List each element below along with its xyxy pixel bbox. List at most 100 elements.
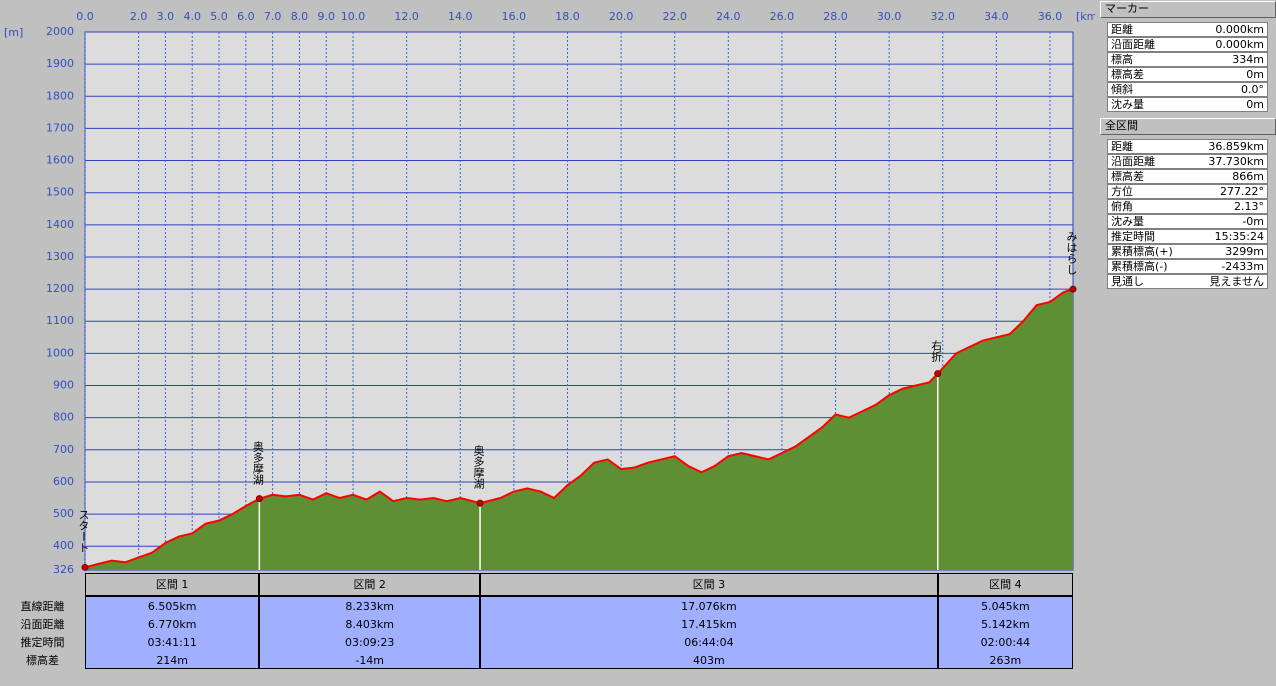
y-tick-label: 1000 <box>46 346 74 359</box>
panel-key: 沈み量 <box>1111 215 1144 228</box>
y-tick-label: 1600 <box>46 154 74 167</box>
section-body <box>480 596 938 669</box>
panel-row: 15:35:24 推定時間 <box>1107 229 1268 244</box>
y-tick-label: 1100 <box>46 314 74 327</box>
section-value: 5.142km <box>981 618 1030 631</box>
panel-title: 全区間 <box>1100 118 1276 135</box>
panel-key: 推定時間 <box>1111 230 1155 243</box>
waypoint-label: 右折 <box>929 339 943 362</box>
section-value: 263m <box>989 654 1022 667</box>
section-value: 6.770km <box>147 618 197 631</box>
x-tick-label: 18.0 <box>555 10 580 23</box>
panel-row: 334m 標高 <box>1107 52 1268 67</box>
panel-value: 2.13° <box>1234 200 1264 213</box>
panel-key: 方位 <box>1111 185 1133 198</box>
section-value: 214m <box>156 654 189 667</box>
row-label: 標高差 <box>26 654 59 667</box>
panel-value: -2433m <box>1221 260 1264 273</box>
x-tick-label: 2.0 <box>130 10 148 23</box>
x-tick-label: 12.0 <box>394 10 419 23</box>
y-tick-label: 326 <box>53 563 74 576</box>
x-tick-label: 16.0 <box>502 10 527 23</box>
panel-key: 累積標高(+) <box>1111 245 1173 258</box>
waypoint-dot <box>255 495 263 503</box>
y-unit: [m] <box>4 26 23 39</box>
section-value: 17.076km <box>681 600 737 613</box>
waypoint-label: 奥多摩湖 <box>251 440 265 485</box>
x-tick-label: 6.0 <box>237 10 255 23</box>
waypoint-dot <box>476 499 484 507</box>
section-body <box>259 596 481 669</box>
section-value: 5.045km <box>981 600 1030 613</box>
y-tick-label: 1800 <box>46 89 74 102</box>
section-value: 403m <box>693 654 725 667</box>
x-tick-label: 10.0 <box>341 10 366 23</box>
x-tick-label: 26.0 <box>770 10 795 23</box>
y-tick-label: 800 <box>53 411 74 424</box>
panel-row: 0m 沈み量 <box>1107 97 1268 112</box>
x-tick-label: 34.0 <box>984 10 1009 23</box>
panel-title: マーカー <box>1100 1 1276 18</box>
x-tick-label: 5.0 <box>210 10 228 23</box>
elevation-area <box>85 289 1073 570</box>
y-tick-label: 700 <box>53 443 74 456</box>
panel-key: 累積標高(-) <box>1111 260 1168 273</box>
panel-key: 沈み量 <box>1111 98 1144 111</box>
y-tick-label: 600 <box>53 475 74 488</box>
y-tick-label: 1700 <box>46 121 74 134</box>
x-tick-label: 3.0 <box>157 10 175 23</box>
y-tick-label: 900 <box>53 379 74 392</box>
waypoint-dot <box>1069 285 1077 293</box>
panel-value: 0.000km <box>1215 38 1264 51</box>
y-tick-label: 1400 <box>46 218 74 231</box>
panel-value: -0m <box>1242 215 1264 228</box>
y-tick-label: 500 <box>53 507 74 520</box>
x-tick-label: 24.0 <box>716 10 741 23</box>
panel-row: -0m 沈み量 <box>1107 214 1268 229</box>
panel-row: 277.22° 方位 <box>1107 184 1268 199</box>
panel-row: 0.0° 傾斜 <box>1107 82 1268 97</box>
panel-row: -2433m 累積標高(-) <box>1107 259 1268 274</box>
waypoint-label: スタート <box>77 509 90 554</box>
panel-key: 沿面距離 <box>1111 155 1155 168</box>
panel-row: 見えません 見通し <box>1107 274 1268 289</box>
row-label: 直線距離 <box>20 600 65 613</box>
section-value: 03:09:23 <box>344 636 395 649</box>
panel-key: 標高差 <box>1111 68 1144 81</box>
waypoint-label: 奥多摩湖 <box>472 445 486 490</box>
section-value: 03:41:11 <box>147 636 197 649</box>
panel-row: 2.13° 俯角 <box>1107 199 1268 214</box>
section-header: 区間 1 <box>85 573 260 596</box>
x-tick-label: 4.0 <box>183 10 201 23</box>
panel-value: 334m <box>1232 53 1264 66</box>
section-body <box>85 596 260 669</box>
x-tick-label: 9.0 <box>317 10 335 23</box>
y-tick-label: 400 <box>53 539 74 552</box>
section-value: -14m <box>355 654 385 667</box>
section-value: 06:44:04 <box>684 636 734 649</box>
panel-key: 標高差 <box>1111 170 1144 183</box>
section-value: 02:00:44 <box>980 636 1031 649</box>
x-tick-label: 30.0 <box>877 10 902 23</box>
x-tick-label: 32.0 <box>931 10 956 23</box>
x-tick-label: 20.0 <box>609 10 634 23</box>
x-tick-label: 36.0 <box>1038 10 1063 23</box>
panel-row: 0m 標高差 <box>1107 67 1268 82</box>
panel-value: 866m <box>1232 170 1264 183</box>
y-tick-label: 1900 <box>46 57 74 70</box>
section-header: 区間 3 <box>480 573 938 596</box>
panel-key: 傾斜 <box>1111 83 1133 96</box>
panel-value: 0m <box>1246 98 1264 111</box>
panel-value: 277.22° <box>1220 185 1264 198</box>
elevation-chart: [m] [km] 326 400 500 600 700 800 900 1000 1100 12… <box>4 10 1095 576</box>
panel-row: 0.000km 沿面距離 <box>1107 37 1268 52</box>
panel-key: 沿面距離 <box>1111 38 1155 51</box>
section-body <box>937 596 1073 669</box>
panel-value: 3299m <box>1225 245 1264 258</box>
x-tick-label: 0.0 <box>76 10 94 23</box>
section-value: 17.415km <box>681 618 737 631</box>
panel-key: 俯角 <box>1111 200 1133 213</box>
y-tick-label: 1200 <box>46 282 74 295</box>
section-header: 区間 4 <box>937 573 1073 596</box>
